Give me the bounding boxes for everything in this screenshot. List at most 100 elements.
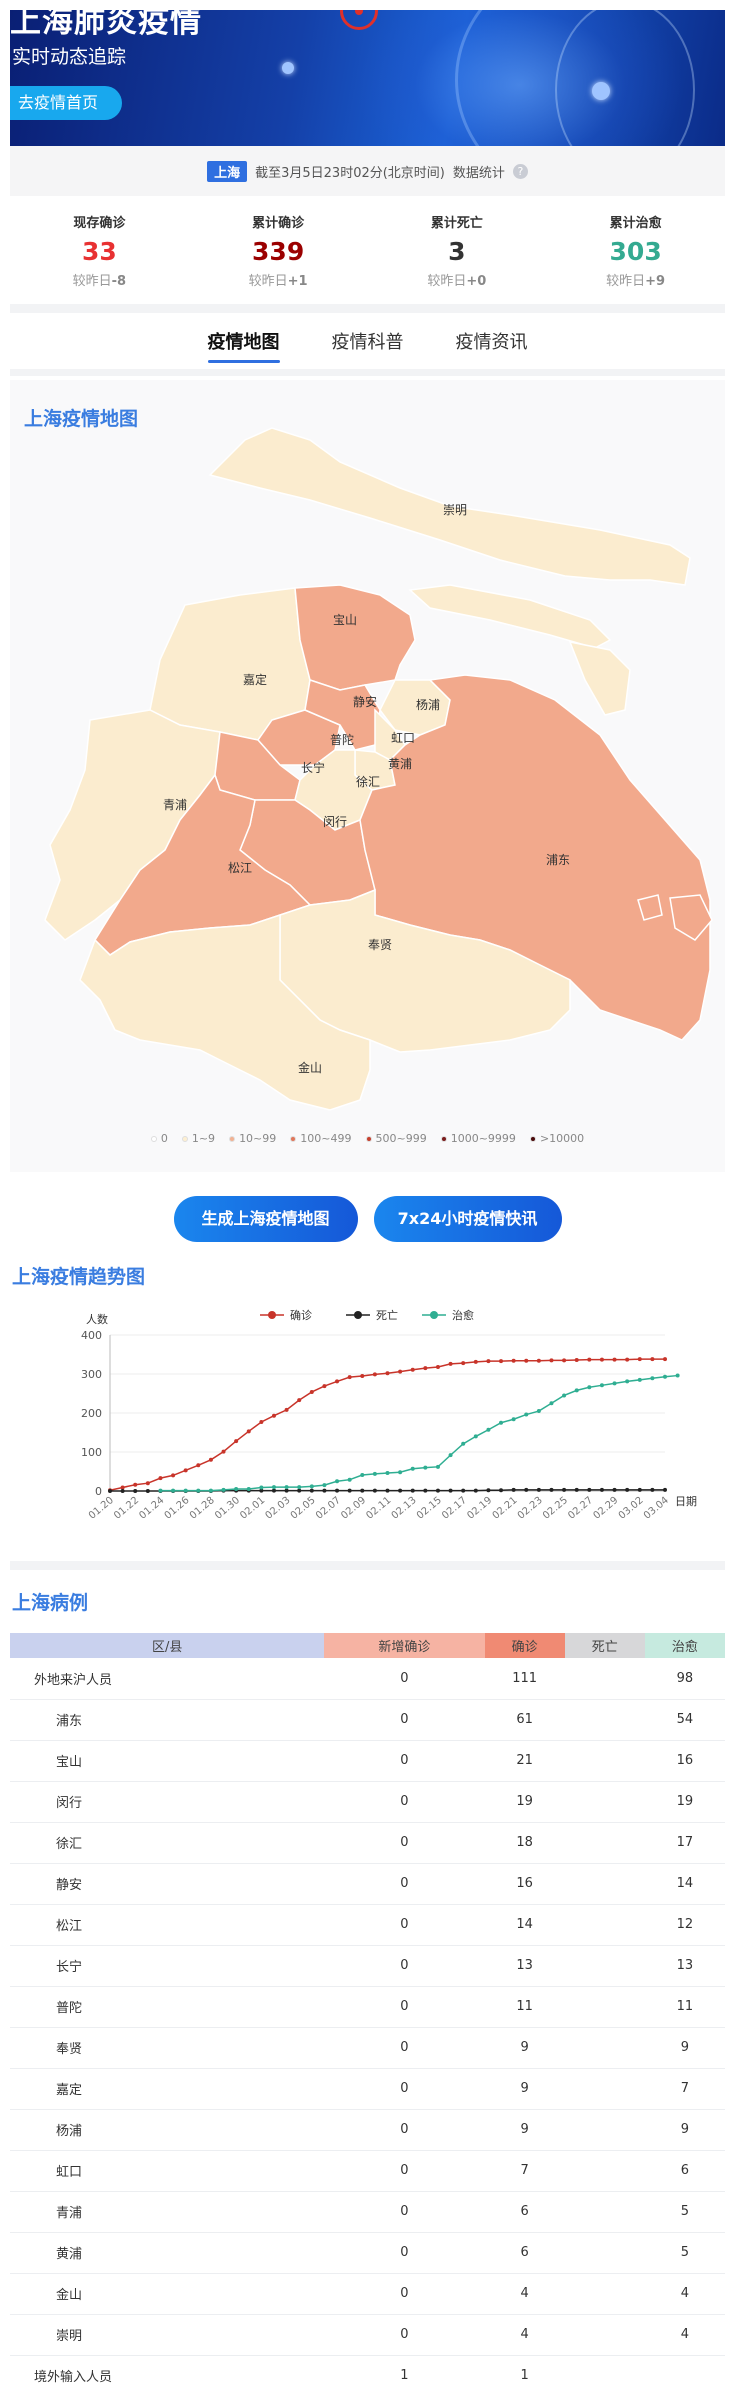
map-title: 上海疫情地图 <box>24 408 139 430</box>
district-pudong[interactable] <box>359 674 711 1041</box>
legend-item[interactable]: 1000~9999 <box>440 1132 516 1145</box>
stat-value: 3 <box>448 236 466 266</box>
stats-panel: 现存确诊 33 较昨日-8 累计确诊 339 较昨日+1 累计死亡 3 较昨日+0 累计治愈 303… <box>10 196 725 304</box>
district-baoshan[interactable] <box>294 584 416 691</box>
region-tag: 上海 <box>207 160 248 182</box>
data-point <box>536 1358 541 1363</box>
legend-item[interactable]: >10000 <box>529 1132 584 1145</box>
cell-confirmed: 16 <box>484 1863 565 1905</box>
data-point <box>599 1357 604 1362</box>
cell-cured: 98 <box>644 1658 725 1700</box>
cell-dead <box>564 2191 645 2233</box>
district-chongming-island[interactable] <box>408 584 612 649</box>
data-point <box>347 1375 352 1380</box>
stat-card: 累计治愈 303 较昨日+9 <box>546 212 725 289</box>
home-button[interactable]: 去疫情首页 <box>10 86 122 120</box>
tab-bar: 疫情地图 疫情科普 疫情资讯 <box>10 313 725 369</box>
data-point <box>246 1487 251 1492</box>
tab-map[interactable]: 疫情地图 <box>207 322 280 363</box>
table-row: 境外输入人员 1 1 <box>10 2355 725 2394</box>
data-point <box>448 1453 453 1458</box>
table-header[interactable]: 区/县 <box>10 1633 325 1658</box>
data-point <box>587 1487 592 1492</box>
table-row: 黄浦 0 6 5 <box>10 2232 725 2274</box>
table-row: 闵行 0 19 19 <box>10 1781 725 1823</box>
legend-label: 10~99 <box>239 1132 277 1145</box>
cell-new: 0 <box>324 2150 485 2192</box>
x-tick-label: 01.22 <box>112 1495 141 1522</box>
table-row: 浦东 0 61 54 <box>10 1699 725 1741</box>
tab-science[interactable]: 疫情科普 <box>331 332 404 353</box>
cell-name: 徐汇 <box>10 1822 325 1864</box>
stat-change: 较昨日+1 <box>189 270 368 289</box>
table-header[interactable]: 新增确诊 <box>324 1633 485 1658</box>
cell-new: 0 <box>324 1945 485 1987</box>
cell-dead <box>564 2355 645 2394</box>
cell-dead <box>564 1904 645 1946</box>
legend-item[interactable]: 1~9 <box>181 1132 215 1145</box>
data-point <box>599 1487 604 1492</box>
data-point <box>309 1389 314 1394</box>
map-label: 崇明 <box>443 503 467 517</box>
district-chongming-island[interactable] <box>568 640 631 716</box>
stat-label: 累计确诊 <box>252 215 305 231</box>
data-point <box>208 1488 213 1493</box>
data-point <box>398 1369 403 1374</box>
cell-name: 虹口 <box>10 2150 325 2192</box>
data-point <box>511 1358 516 1363</box>
table-header[interactable]: 死亡 <box>564 1633 645 1658</box>
tab-news[interactable]: 疫情资讯 <box>455 332 528 353</box>
stat-card: 现存确诊 33 较昨日-8 <box>10 212 189 289</box>
stat-change-label: 较昨日 <box>606 273 646 289</box>
table-row: 静安 0 16 14 <box>10 1863 725 1905</box>
legend-item[interactable]: 100~499 <box>290 1132 352 1145</box>
map-label: 青浦 <box>163 798 187 812</box>
district-jinshan[interactable] <box>79 913 371 1111</box>
data-point <box>271 1413 276 1418</box>
cases-title: 上海病例 <box>12 1592 89 1614</box>
cell-name: 青浦 <box>10 2191 325 2233</box>
legend-item[interactable]: 0 <box>150 1132 168 1145</box>
series-line <box>109 1358 665 1491</box>
data-point <box>536 1487 541 1492</box>
cell-new: 0 <box>324 1658 485 1700</box>
news-flash-button[interactable]: 7x24小时疫情快讯 <box>373 1196 562 1242</box>
legend-swatch <box>290 1136 297 1142</box>
cell-new: 0 <box>324 1986 485 2028</box>
legend-item[interactable]: 10~99 <box>229 1132 276 1145</box>
cell-cured: 9 <box>644 2027 725 2069</box>
cell-confirmed: 4 <box>484 2314 565 2356</box>
district-pudong-island[interactable] <box>669 894 713 941</box>
trend-title: 上海疫情趋势图 <box>12 1266 146 1288</box>
cell-cured: 5 <box>644 2191 725 2233</box>
target-icon <box>340 10 378 30</box>
district-chongming[interactable] <box>208 427 691 586</box>
district-putuo[interactable] <box>257 709 341 766</box>
table-row: 奉贤 0 9 9 <box>10 2027 725 2069</box>
cell-confirmed: 18 <box>484 1822 565 1864</box>
map-legend: 0 1~9 10~99 100~499 500~999 1000~9999 >10000 <box>10 1132 725 1145</box>
x-tick-label: 01.26 <box>163 1495 192 1522</box>
cell-dead <box>564 2273 645 2315</box>
data-point <box>133 1489 138 1493</box>
district-pudong-island[interactable] <box>637 894 663 921</box>
data-point <box>234 1487 239 1492</box>
legend-item[interactable]: 500~999 <box>365 1132 427 1145</box>
cell-cured: 17 <box>644 1822 725 1864</box>
data-point <box>284 1407 289 1412</box>
table-row: 金山 0 4 4 <box>10 2273 725 2315</box>
legend-swatch <box>150 1136 157 1142</box>
generate-map-button[interactable]: 生成上海疫情地图 <box>173 1196 358 1242</box>
map-label: 黄浦 <box>388 757 412 771</box>
cell-confirmed: 1 <box>484 2355 565 2394</box>
x-tick-label: 03.02 <box>617 1495 646 1522</box>
data-point <box>650 1357 655 1362</box>
data-point <box>473 1434 478 1439</box>
data-point <box>347 1488 352 1493</box>
data-point <box>410 1367 415 1372</box>
table-header[interactable]: 确诊 <box>484 1633 565 1658</box>
table-row: 长宁 0 13 13 <box>10 1945 725 1987</box>
question-icon[interactable]: ? <box>512 163 528 179</box>
table-header[interactable]: 治愈 <box>644 1633 725 1658</box>
